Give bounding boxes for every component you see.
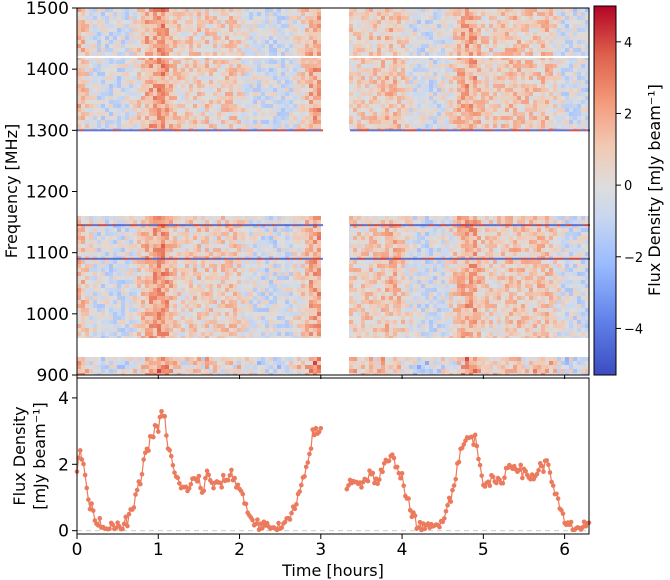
flux-axis: 0 2 4 — [58, 389, 77, 542]
colorbar-tick-label: 2 — [624, 107, 632, 122]
light-curve-point — [201, 488, 207, 494]
colorbar: −4 −2 0 2 4 Flux Density [mJy beam⁻¹] — [593, 5, 664, 376]
light-curve-point — [534, 471, 540, 477]
light-curve-point — [303, 464, 309, 470]
masked-channel — [77, 55, 589, 58]
light-curve-segment — [310, 429, 314, 449]
time-axis-title: Time [hours] — [281, 561, 384, 580]
time-tick-label: 1 — [153, 540, 164, 560]
light-curve-point — [318, 425, 324, 431]
light-curve-segment — [147, 436, 151, 451]
light-curve-frame — [76, 377, 590, 535]
frequency-tick-label: 1100 — [26, 244, 69, 264]
colorbar-tick-label: −2 — [624, 251, 643, 266]
light-curve-segment — [157, 416, 161, 432]
frequency-tick-label: 1200 — [26, 183, 69, 203]
spectrogram-panel: 900 1000 1100 1200 1300 1400 1500 Frequency [M… — [2, 0, 590, 386]
light-curve-point — [307, 451, 312, 457]
frequency-tick-label: 1000 — [26, 305, 69, 325]
time-tick-label: 0 — [72, 540, 83, 560]
frequency-axis: 900 1000 1100 1200 1300 1400 1500 — [26, 0, 566, 386]
light-curve-point — [450, 487, 455, 493]
light-curve-segment — [164, 416, 167, 436]
colorbar-tick-label: 4 — [624, 36, 632, 51]
spectrogram-band — [77, 8, 589, 130]
flux-tick-label: 2 — [58, 455, 69, 475]
time-tick-label: 5 — [478, 540, 489, 560]
light-curve-point — [142, 450, 148, 456]
light-curve-segment — [455, 463, 458, 480]
light-curve-point — [294, 502, 299, 507]
light-curve-point — [308, 446, 314, 451]
spectrogram-band — [77, 357, 589, 375]
light-curve-point — [188, 481, 194, 487]
light-curve-segment — [141, 459, 145, 475]
time-axis: 0 1 2 3 4 5 6 — [72, 534, 570, 560]
light-curve-panel: 0 1 2 3 4 5 6 0 2 4 Flux Density [mJy beam⁻¹] Ti… — [10, 377, 592, 580]
spectrogram-bands — [77, 8, 590, 375]
spectrogram-band — [77, 216, 589, 338]
frequency-tick-label: 1500 — [26, 0, 69, 19]
light-curve-point — [461, 442, 467, 447]
colorbar-gradient — [593, 5, 617, 376]
light-curve-points — [74, 408, 592, 533]
time-tick-label: 3 — [315, 540, 326, 560]
light-curve-point — [211, 485, 216, 491]
frequency-tick-label: 1300 — [26, 121, 69, 141]
time-tick-label: 6 — [559, 540, 570, 560]
light-curve-point — [494, 480, 499, 486]
light-curve-point — [377, 477, 382, 482]
light-curve-point — [146, 448, 151, 453]
flux-axis-title: Flux Density — [10, 406, 29, 505]
colorbar-tick-label: 0 — [624, 179, 632, 194]
flux-tick-label: 4 — [58, 389, 69, 409]
colorbar-tick-label: −4 — [624, 322, 643, 337]
flux-axis-title-units: [mJy beam⁻¹] — [30, 402, 49, 510]
colorbar-title: Flux Density [mJy beam⁻¹] — [645, 84, 664, 296]
light-curve-point — [133, 492, 138, 497]
light-curve-point — [487, 483, 493, 488]
colorbar-ticks: −4 −2 0 2 4 — [616, 36, 643, 337]
time-tick-label: 2 — [234, 540, 245, 560]
time-tick-label: 4 — [397, 540, 408, 560]
light-curve-point — [451, 483, 457, 488]
light-curve-point — [297, 489, 302, 494]
frequency-tick-label: 900 — [37, 366, 69, 386]
light-curve-point — [253, 521, 259, 527]
frequency-tick-label: 1400 — [26, 60, 69, 80]
flux-tick-label: 0 — [58, 522, 69, 542]
frequency-axis-title: Frequency [MHz] — [2, 124, 21, 258]
light-curve-point — [380, 469, 385, 475]
light-curve-point — [502, 475, 507, 481]
